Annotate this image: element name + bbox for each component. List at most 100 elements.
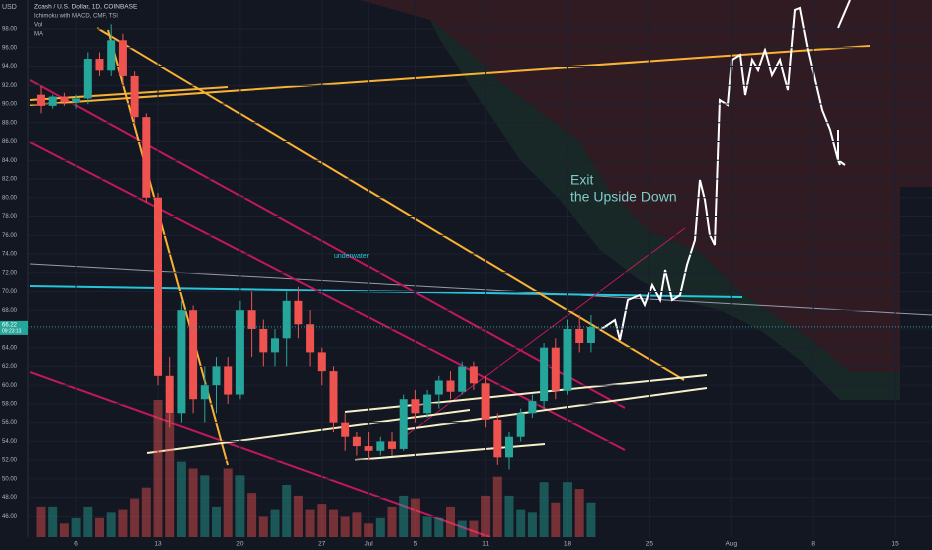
trend-line — [96, 27, 685, 381]
y-tick-label: 48.00 — [2, 495, 18, 501]
volume-bar — [83, 506, 93, 537]
candle-body — [142, 117, 151, 198]
volume-bar — [563, 482, 572, 537]
candle-body — [388, 441, 396, 449]
candle-body — [423, 394, 432, 414]
candle-body — [352, 436, 361, 447]
candle-body — [294, 300, 303, 325]
annotation: the Upside Down — [570, 189, 677, 205]
volume-bar — [282, 484, 292, 537]
x-tick-label: 18 — [564, 541, 572, 548]
candle-body — [95, 59, 104, 71]
trend-line — [29, 79, 626, 409]
volume-bar — [71, 517, 81, 537]
volume-bar — [258, 516, 268, 537]
candle-body — [399, 399, 408, 449]
candle-body — [434, 380, 443, 395]
candle-body — [189, 310, 198, 400]
y-tick-label: 52.00 — [2, 458, 18, 464]
volume-bar — [539, 482, 549, 537]
channel-line — [146, 409, 471, 454]
candle-body — [586, 326, 595, 344]
candle-body — [224, 366, 233, 395]
countdown: 09:23:13 — [2, 329, 22, 335]
candle-body — [469, 366, 478, 384]
candle-body — [540, 347, 549, 402]
volume-bar — [387, 506, 397, 537]
x-tick-label: 11 — [482, 541, 489, 548]
candle-body — [446, 380, 455, 392]
channel-line — [354, 443, 546, 461]
candle-body — [505, 436, 513, 458]
currency: USD — [2, 4, 17, 11]
y-tick-label: 78.00 — [2, 214, 18, 220]
x-tick-label: 13 — [154, 541, 162, 548]
cloud-red — [360, 0, 932, 372]
volume-bar — [446, 506, 455, 537]
x-tick-label: 25 — [646, 541, 654, 548]
volume-bar — [340, 516, 350, 537]
candle-body — [528, 401, 537, 414]
candle-body — [107, 40, 116, 71]
candle-body — [376, 441, 385, 451]
y-tick-label: 62.00 — [2, 364, 18, 370]
trend-line — [29, 141, 626, 451]
volume-bar — [586, 502, 596, 537]
projection-line — [837, 0, 851, 29]
candle-body — [118, 40, 127, 76]
volume-bar — [305, 509, 315, 537]
candle-body — [306, 324, 315, 353]
candle-body — [154, 197, 162, 376]
candle-body — [481, 383, 490, 420]
volume-bar — [504, 495, 514, 537]
candle-body — [493, 419, 502, 458]
candle-body — [37, 94, 45, 106]
candle-body — [329, 371, 338, 423]
volume-bar — [165, 413, 175, 537]
candle-body — [341, 422, 350, 437]
volume-bar — [352, 512, 362, 537]
volume-bar — [434, 517, 444, 537]
trend-line — [29, 45, 871, 106]
candle-body — [271, 338, 279, 353]
y-tick-label: 98.00 — [2, 27, 18, 33]
candles — [28, 0, 932, 537]
x-tick-label: 6 — [74, 541, 78, 548]
candle-body — [551, 347, 560, 391]
y-tick-label: 70.00 — [2, 289, 18, 295]
volume-bar — [247, 493, 257, 537]
volume-bar — [551, 502, 561, 537]
y-tick-label: 64.00 — [2, 345, 18, 351]
volume-bar — [492, 476, 502, 537]
volume-bar — [399, 495, 409, 537]
candle-body — [235, 310, 244, 395]
candle-body — [48, 96, 57, 106]
candle-body — [165, 375, 174, 414]
time-axis — [0, 537, 932, 550]
volume-bar — [223, 468, 233, 537]
x-tick-label: 15 — [891, 541, 899, 548]
y-tick-label: 94.00 — [2, 64, 18, 70]
y-tick-label: 82.00 — [2, 177, 18, 183]
candle-body — [83, 59, 92, 99]
volume-bar — [235, 475, 245, 537]
volume-bar — [457, 520, 467, 537]
annotation: underwater — [334, 253, 370, 260]
y-tick-label: 88.00 — [2, 120, 18, 126]
y-tick-label: 56.00 — [2, 420, 18, 426]
candle-body — [247, 310, 256, 329]
x-tick-label: 8 — [811, 541, 815, 548]
candle-body — [575, 328, 584, 344]
volume-bar — [188, 468, 198, 537]
volume-bar — [153, 400, 163, 537]
y-tick-label: 46.00 — [2, 514, 18, 520]
volume-bar — [410, 498, 420, 537]
y-tick-label: 54.00 — [2, 439, 18, 445]
price-tag — [0, 320, 28, 335]
x-tick-label: 20 — [236, 541, 244, 548]
volume-bar — [130, 498, 140, 537]
y-tick-label: 50.00 — [2, 476, 18, 482]
candle-body — [72, 98, 81, 103]
candle-body — [563, 328, 572, 391]
y-tick-label: 90.00 — [2, 102, 18, 108]
